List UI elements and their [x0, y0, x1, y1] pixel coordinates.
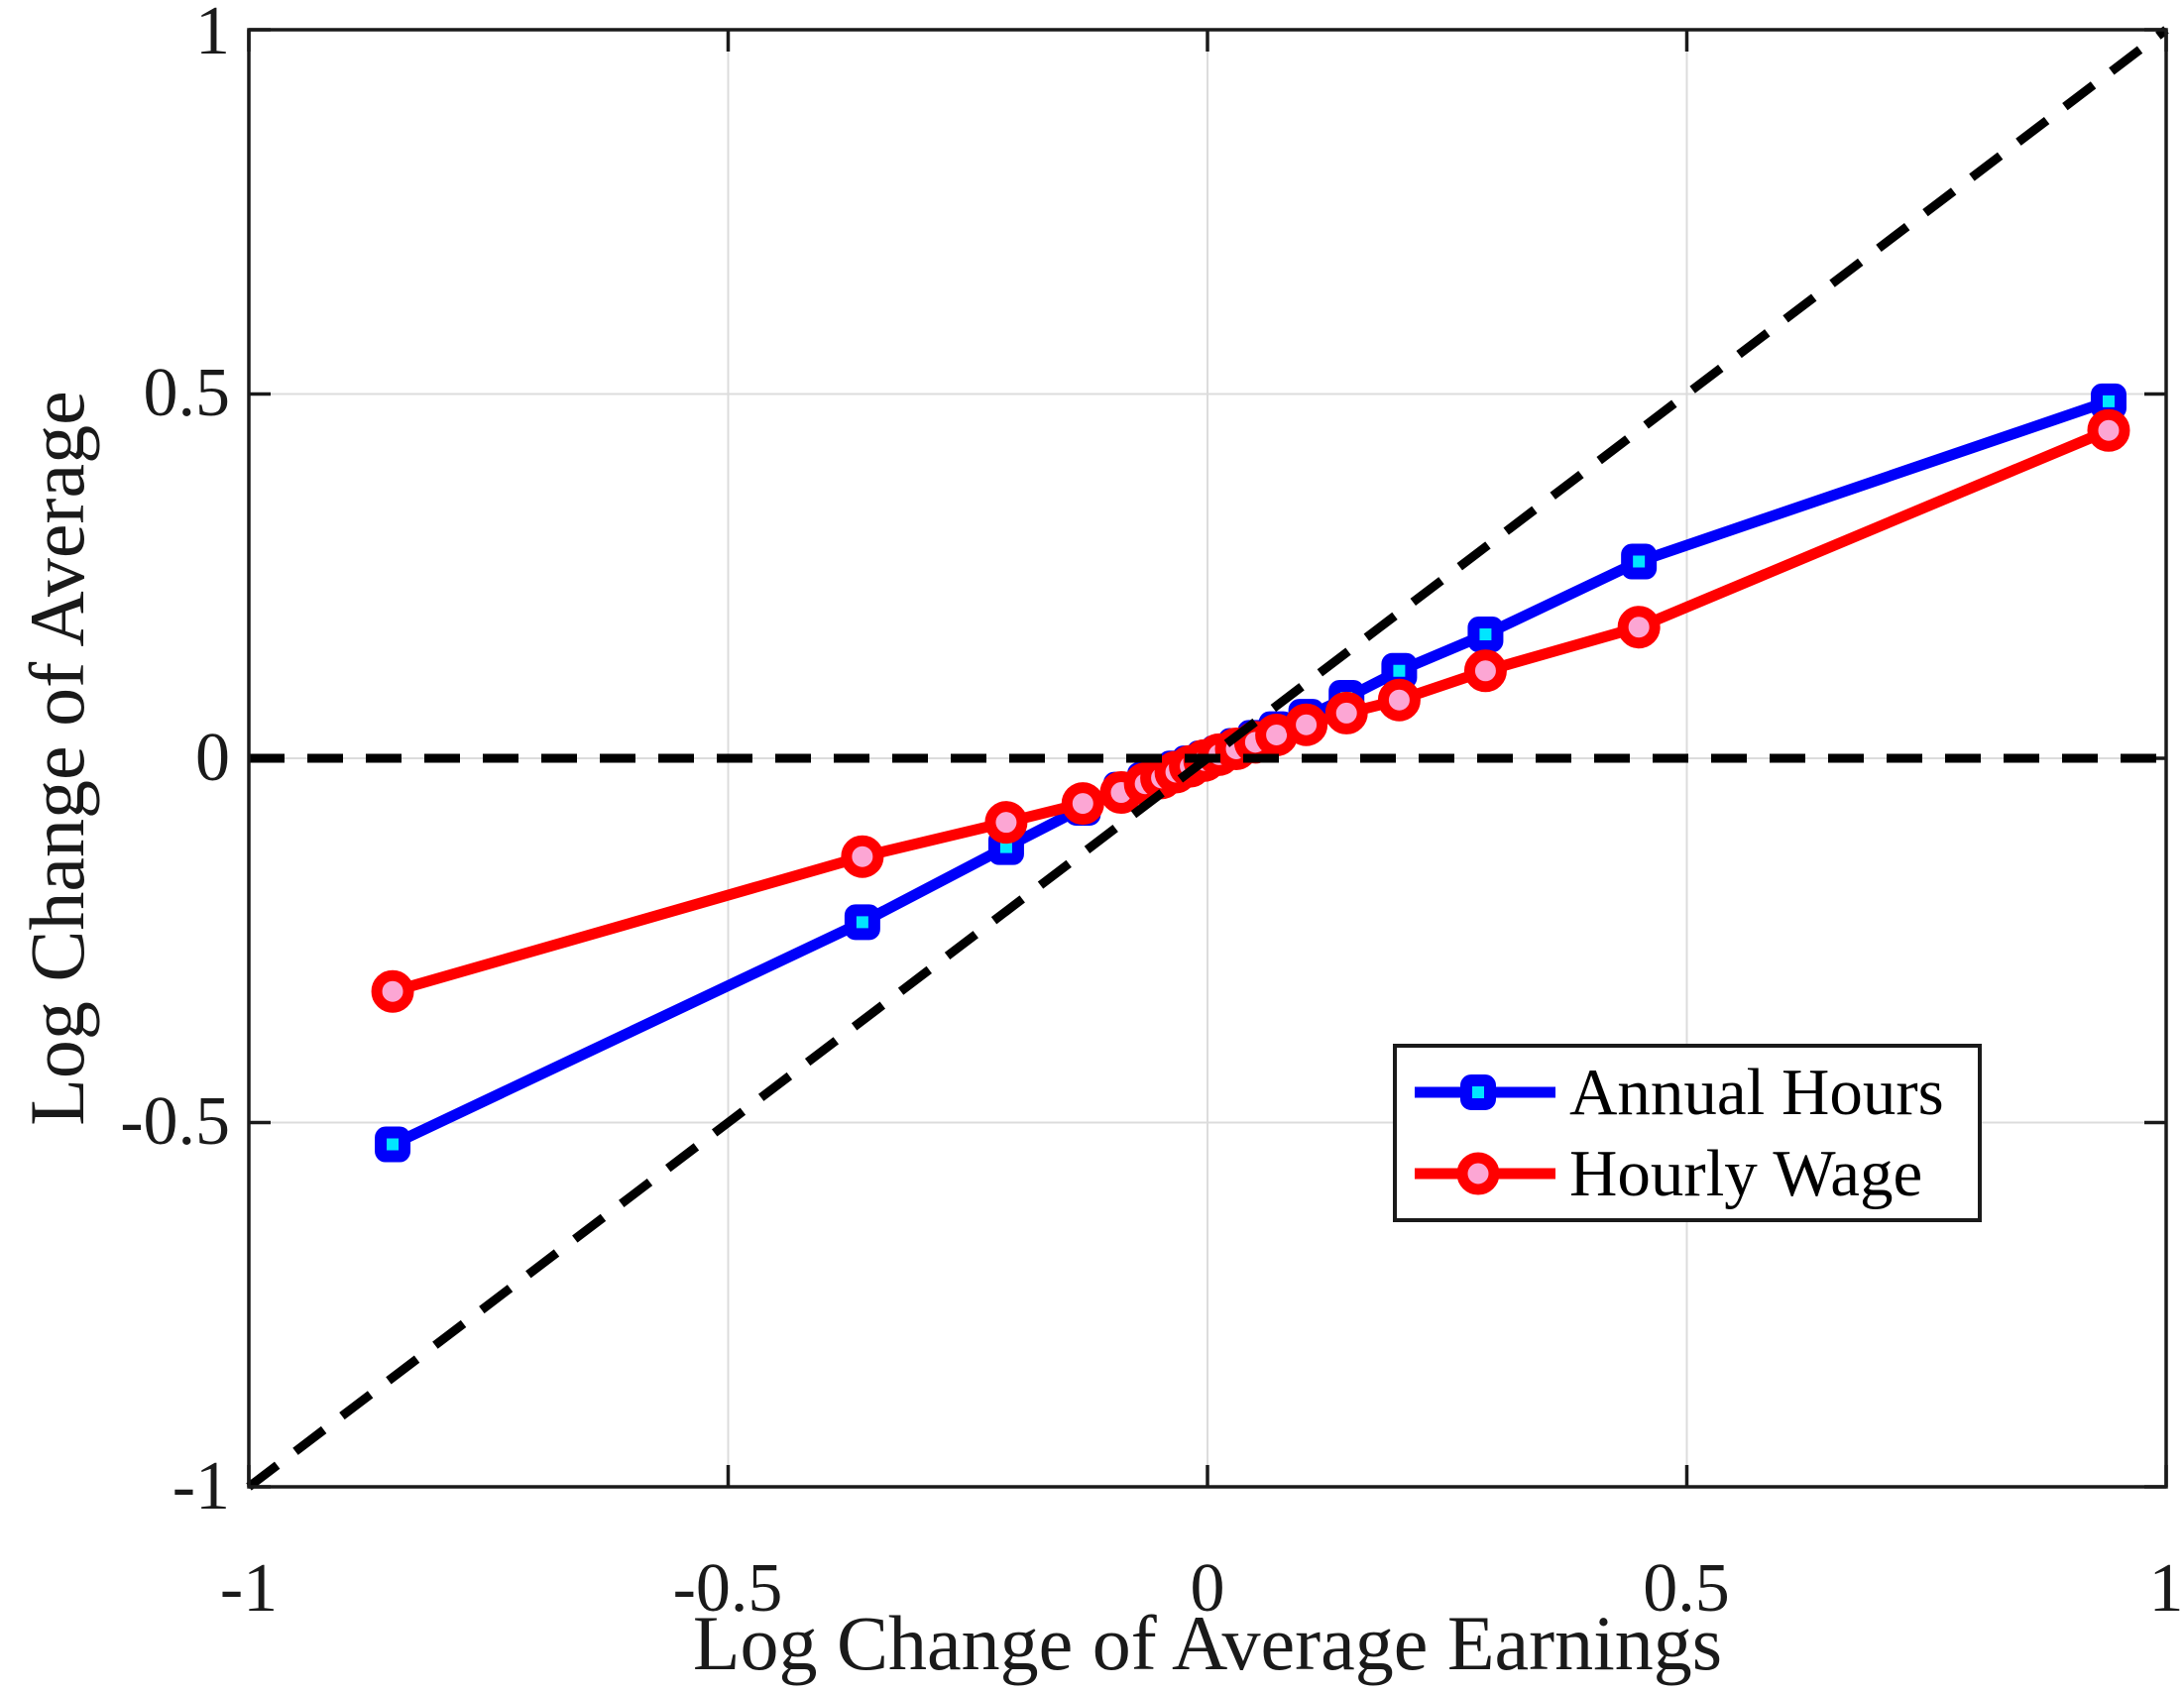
legend-label-hourly-wage: Hourly Wage: [1569, 1137, 1923, 1210]
y-axis-label: Log Change of Average: [14, 391, 100, 1126]
y-tick-label-1: 1: [195, 0, 230, 69]
x-tick-label-neg05: -0.5: [672, 1550, 783, 1627]
x-tick-label-05: 0.5: [1643, 1550, 1730, 1627]
x-axis-label: Log Change of Average Earnings: [692, 1600, 1723, 1686]
legend-entry-annual-hours: Annual Hours: [1411, 1053, 1944, 1132]
legend-box: Annual Hours Hourly Wage: [1393, 1044, 1982, 1222]
x-tick-label-1: 1: [2148, 1550, 2184, 1627]
y-tick-label-neg05: -0.5: [120, 1083, 230, 1160]
hourly-wage-marker-icon: [1415, 1152, 1555, 1195]
annual-hours-marker-icon: [1415, 1074, 1555, 1110]
x-tick-label-neg1: -1: [219, 1550, 279, 1627]
y-tick-label-zero: 0: [195, 720, 230, 796]
legend-entry-hourly-wage: Hourly Wage: [1411, 1134, 1922, 1213]
x-tick-label-zero: 0: [1190, 1550, 1225, 1627]
y-tick-label-05: 0.5: [143, 355, 231, 431]
y-tick-label-neg1: -1: [172, 1448, 230, 1524]
legend-label-annual-hours: Annual Hours: [1569, 1056, 1944, 1129]
